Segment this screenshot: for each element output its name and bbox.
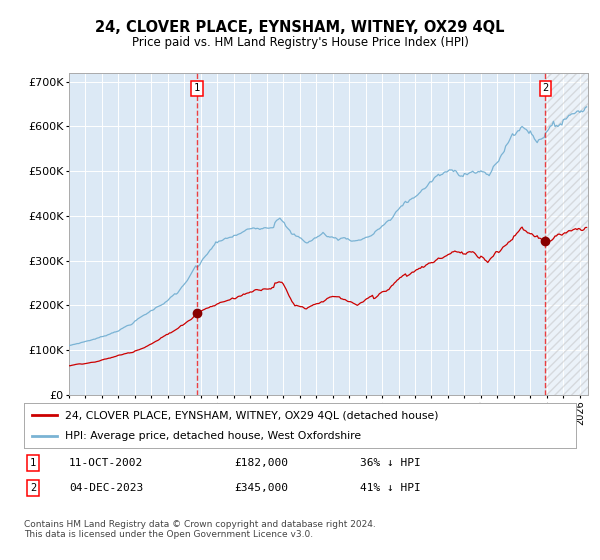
Text: 24, CLOVER PLACE, EYNSHAM, WITNEY, OX29 4QL: 24, CLOVER PLACE, EYNSHAM, WITNEY, OX29 … — [95, 20, 505, 35]
Text: 04-DEC-2023: 04-DEC-2023 — [69, 483, 143, 493]
Text: 24, CLOVER PLACE, EYNSHAM, WITNEY, OX29 4QL (detached house): 24, CLOVER PLACE, EYNSHAM, WITNEY, OX29 … — [65, 410, 439, 421]
Text: £182,000: £182,000 — [234, 458, 288, 468]
Text: Contains HM Land Registry data © Crown copyright and database right 2024.
This d: Contains HM Land Registry data © Crown c… — [24, 520, 376, 539]
Text: 2: 2 — [30, 483, 36, 493]
Text: 36% ↓ HPI: 36% ↓ HPI — [360, 458, 421, 468]
Text: 41% ↓ HPI: 41% ↓ HPI — [360, 483, 421, 493]
Text: 2: 2 — [542, 83, 548, 94]
Text: 1: 1 — [30, 458, 36, 468]
Text: HPI: Average price, detached house, West Oxfordshire: HPI: Average price, detached house, West… — [65, 431, 362, 441]
Text: 11-OCT-2002: 11-OCT-2002 — [69, 458, 143, 468]
Text: 1: 1 — [194, 83, 200, 94]
Text: £345,000: £345,000 — [234, 483, 288, 493]
Text: Price paid vs. HM Land Registry's House Price Index (HPI): Price paid vs. HM Land Registry's House … — [131, 36, 469, 49]
Bar — [545, 73, 588, 395]
